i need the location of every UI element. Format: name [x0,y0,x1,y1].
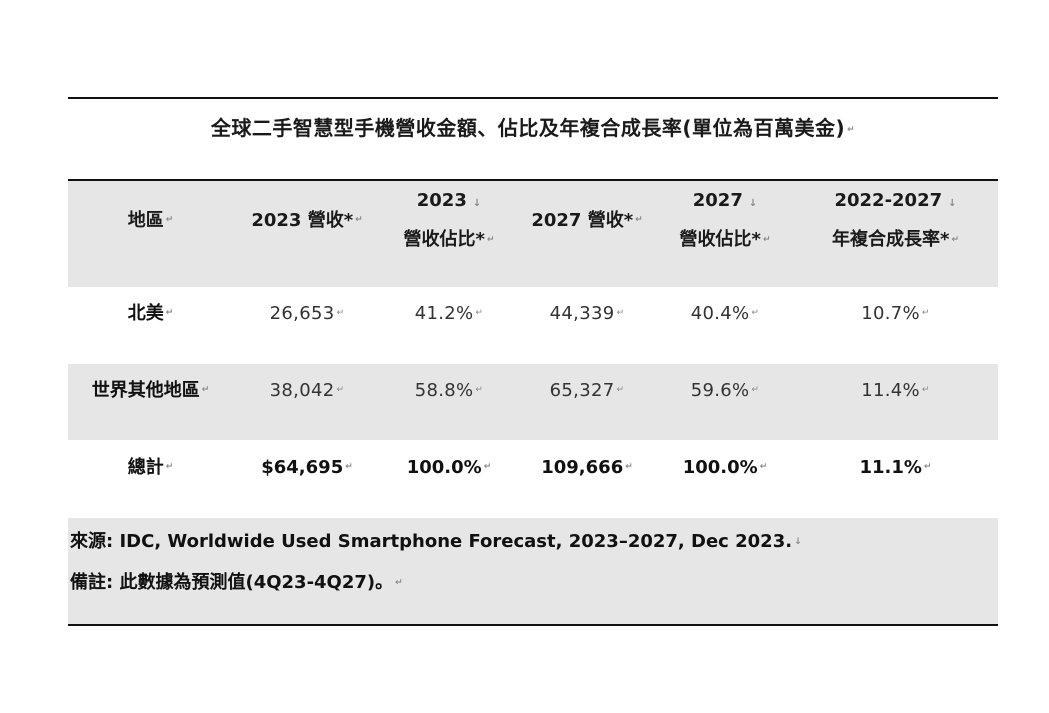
cell-na-share2023: 41.2% ↵ [414,302,484,324]
cell-total-rev2027: 109,666 ↵ [541,456,633,478]
header-region: 地區 ↵ [127,209,174,231]
header-cagr: 2022-2027 ↓ 年複合成長率* ↵ [832,190,959,250]
cell-row-share2027: 59.6% ↵ [690,379,760,401]
header-share2023: 2023 ↓ 營收佔比* ↵ [403,190,495,250]
cell-total-share2027: 100.0% ↵ [682,456,768,478]
cell-row-cagr: 11.4% ↵ [861,379,930,401]
cell-row-rev2023: 38,042 ↵ [269,379,345,401]
cell-na-rev2023: 26,653 ↵ [269,302,345,324]
cell-total-rev2023: $64,695 ↵ [261,456,353,478]
cell-na-cagr: 10.7% ↵ [861,302,930,324]
header-rev2027: 2027 營收* ↵ [531,209,643,231]
cell-na-share2027: 40.4% ↵ [690,302,760,324]
note-line: 備註: 此數據為預測值(4Q23-4Q27)。 ↵ [70,572,403,593]
table-title: 全球二手智慧型手機營收金額、佔比及年複合成長率(單位為百萬美金) ↵ [210,116,856,140]
row-region-total: 總計 ↵ [127,456,174,478]
row-region-rest-of-world: 世界其他地區 ↵ [91,379,210,401]
cell-row-share2023: 58.8% ↵ [414,379,484,401]
cell-total-share2023: 100.0% ↵ [406,456,492,478]
top-rule [68,97,998,99]
source-band [68,518,998,624]
header-band [68,181,998,287]
row-band-rest-of-world [68,364,998,440]
source-line: 來源: IDC, Worldwide Used Smartphone Forec… [70,531,802,552]
header-rule [68,179,998,181]
header-share2027: 2027 ↓ 營收佔比* ↵ [679,190,771,250]
cell-na-rev2027: 44,339 ↵ [549,302,625,324]
cell-total-cagr: 11.1% ↵ [859,456,932,478]
header-rev2023: 2023 營收* ↵ [251,209,363,231]
bottom-rule [68,624,998,626]
row-region-north-america: 北美 ↵ [127,302,174,324]
cell-row-rev2027: 65,327 ↵ [549,379,625,401]
